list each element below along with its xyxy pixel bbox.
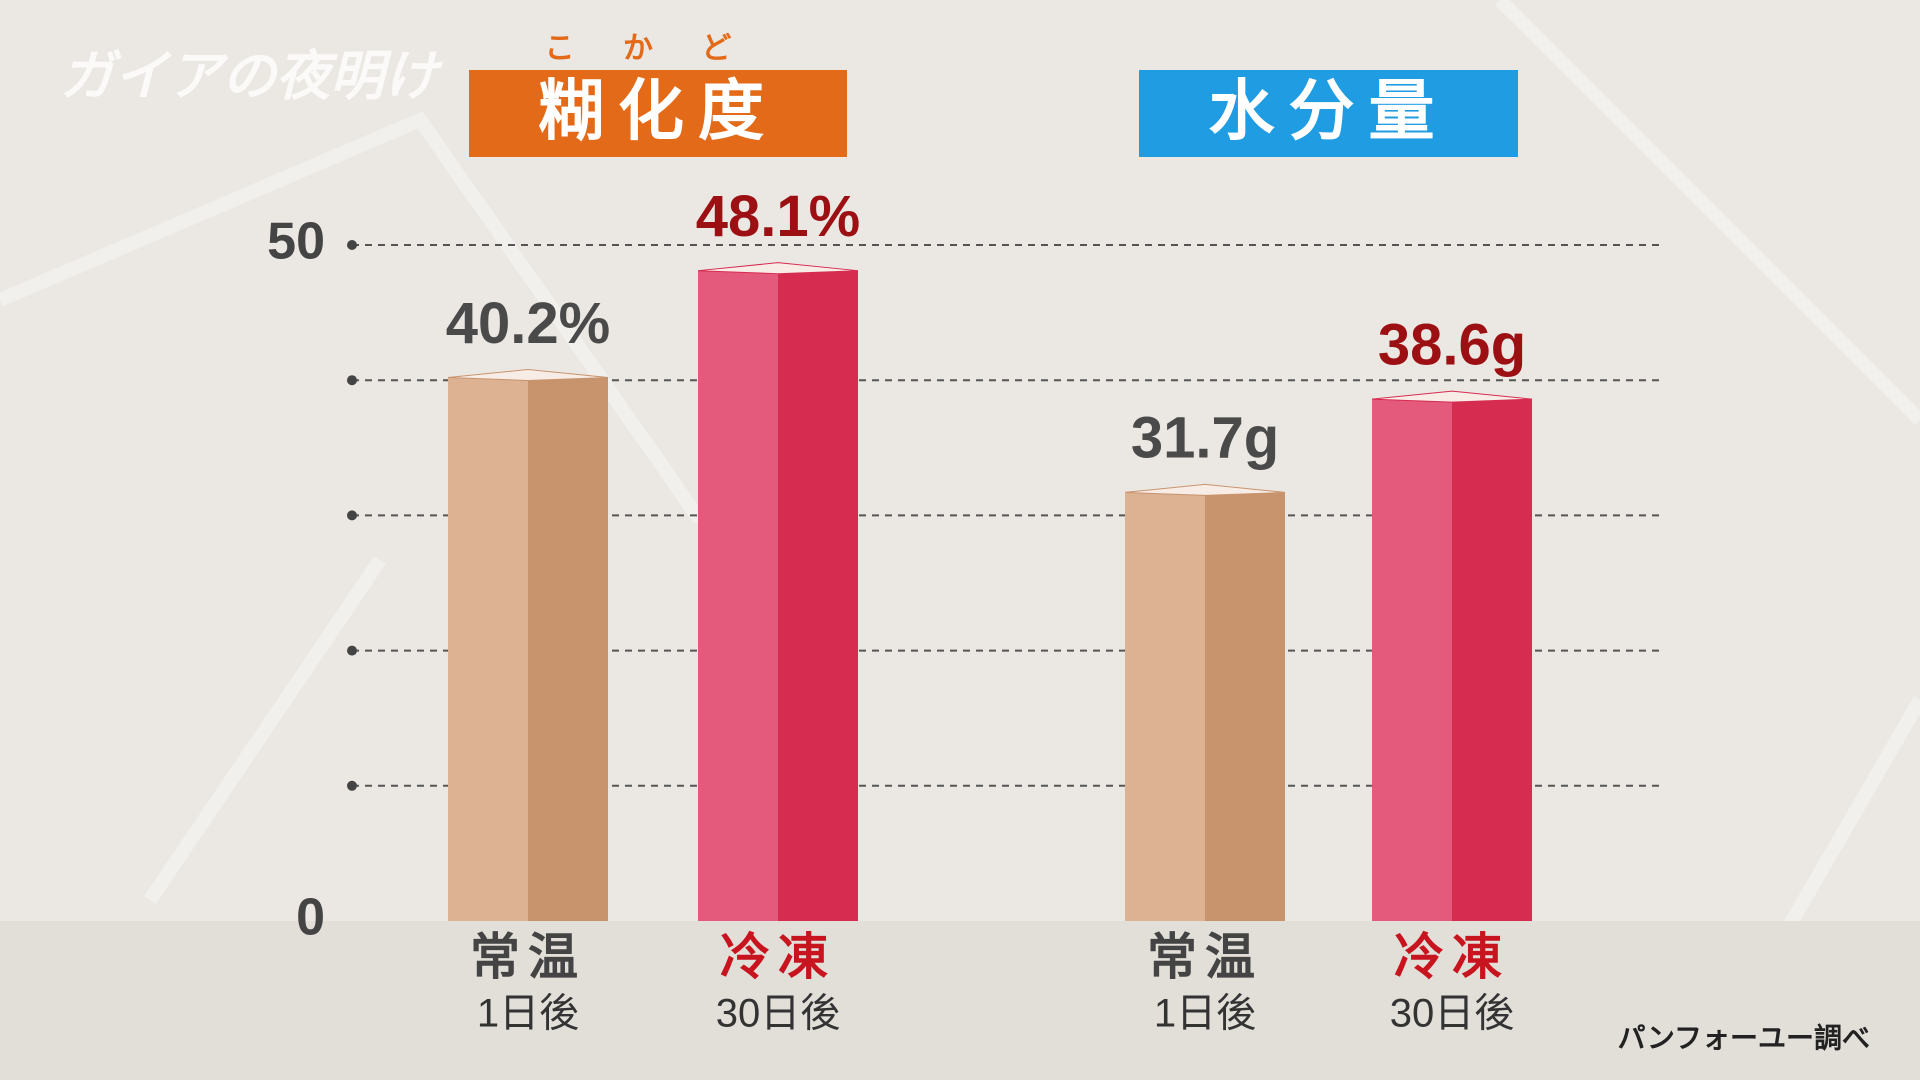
tick-dot	[347, 645, 357, 656]
y-tick-label: 0	[296, 889, 325, 947]
x-tick-label: 冷凍	[1394, 929, 1510, 985]
logo: ガイアの夜明け	[60, 46, 443, 106]
tick-dot	[347, 780, 357, 791]
tick-dot	[347, 240, 357, 250]
value-label: 40.2%	[446, 291, 610, 356]
value-label: 38.6g	[1378, 312, 1526, 377]
group-title-box	[469, 70, 847, 157]
bar-left-face	[1372, 399, 1452, 921]
group-title-ruby: こ か ど	[545, 32, 752, 65]
bar-right-face	[1205, 492, 1285, 921]
group-title: 水分量	[1209, 73, 1449, 147]
x-tick-sublabel: 30日後	[1390, 992, 1515, 1036]
bar-top	[697, 262, 859, 275]
x-tick-sublabel: 30日後	[716, 992, 841, 1036]
tick-dot	[347, 375, 357, 386]
bar-right-face	[1452, 399, 1532, 921]
tick-dot	[347, 510, 357, 521]
x-tick-sublabel: 1日後	[477, 992, 579, 1036]
floor	[0, 921, 1920, 1080]
bar-right-face	[778, 270, 858, 921]
bar-left-face	[448, 377, 528, 922]
value-label: 48.1%	[696, 184, 860, 249]
bar-left-face	[698, 270, 778, 921]
group-title-box	[1139, 70, 1518, 157]
bar-top	[447, 368, 609, 381]
bar-top	[1124, 483, 1286, 496]
bar-top	[1371, 390, 1533, 403]
x-tick-sublabel: 1日後	[1154, 992, 1256, 1036]
x-tick-label: 冷凍	[720, 929, 836, 985]
bar-left-face	[1125, 492, 1205, 921]
bar-right-face	[528, 377, 608, 922]
value-label: 31.7g	[1131, 406, 1279, 471]
group-title: 糊化度	[538, 73, 778, 147]
y-tick-label: 50	[267, 213, 325, 271]
x-tick-label: 常温	[470, 929, 586, 985]
x-tick-label: 常温	[1147, 929, 1263, 985]
source: パンフォーユー調べ	[1617, 1021, 1870, 1053]
